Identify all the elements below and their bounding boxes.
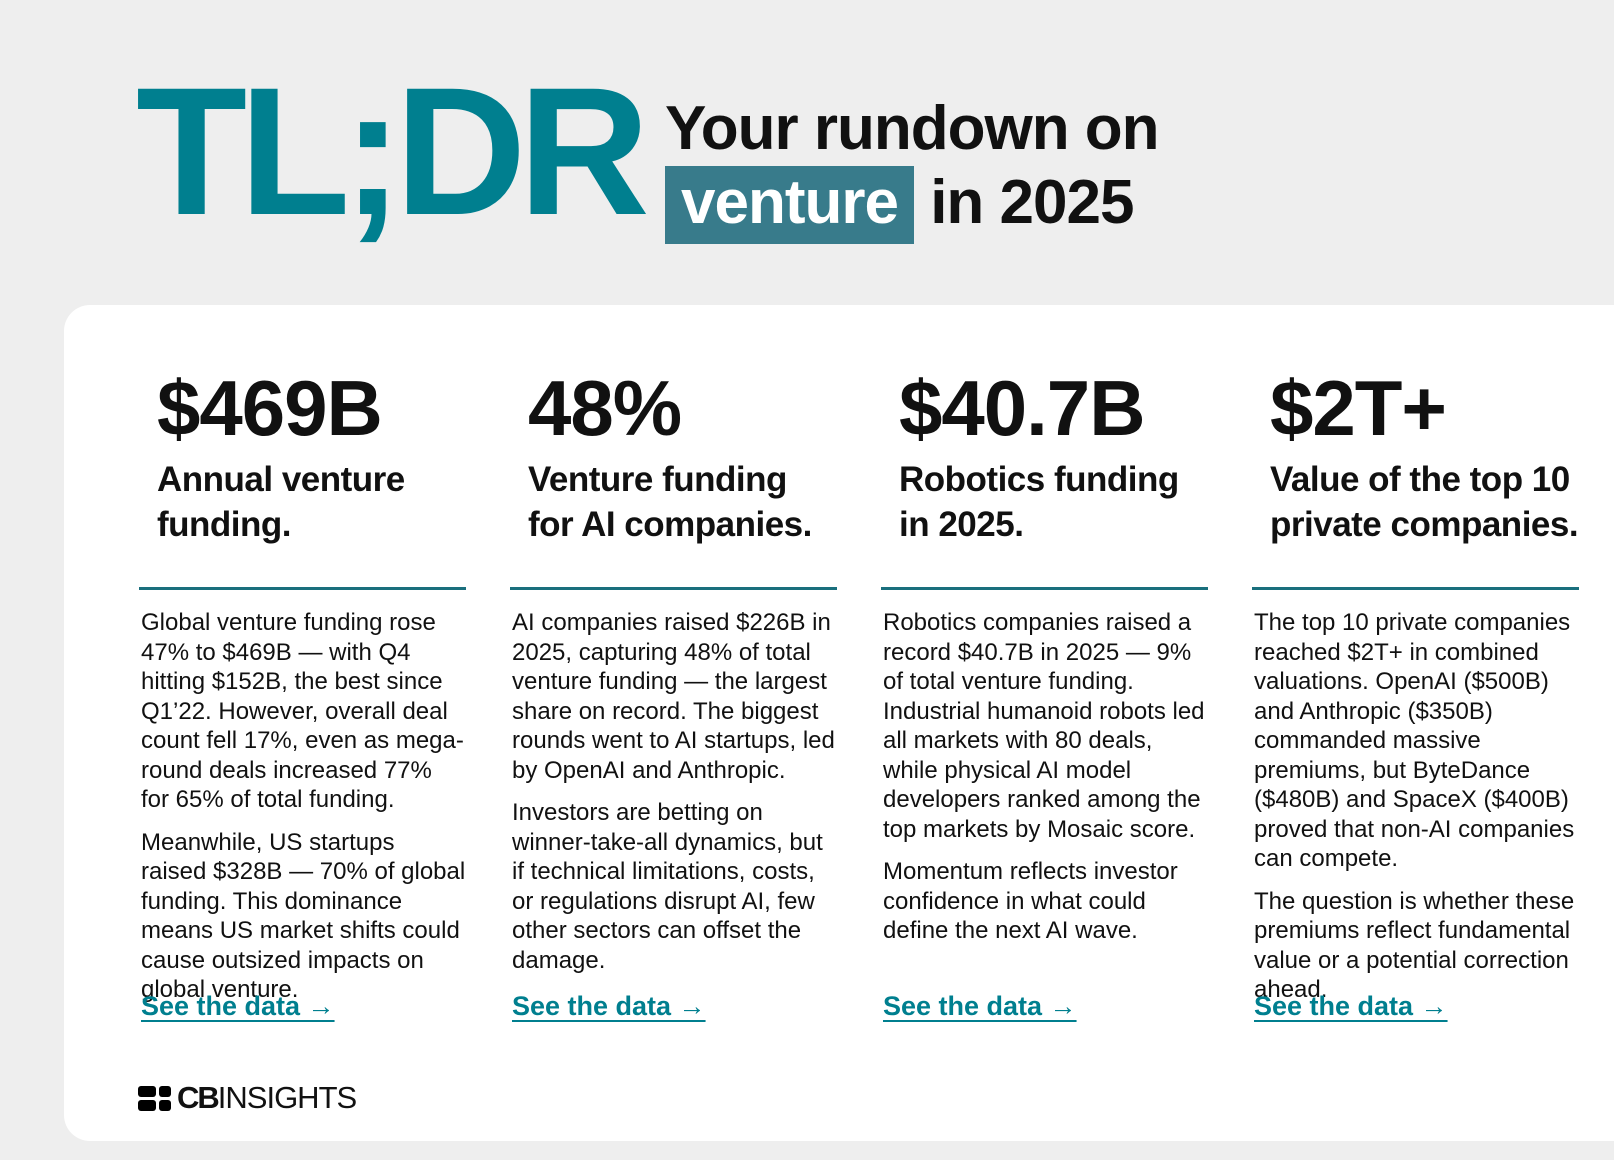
body-paragraph: Meanwhile, US startups raised $328B — 70…: [141, 828, 466, 1004]
headline-highlight: venture: [665, 166, 914, 244]
cb-insights-logo-icon: [138, 1085, 171, 1111]
stat-value: $40.7B: [899, 364, 1146, 452]
stat-column: $40.7B Robotics funding in 2025. Robotics…: [881, 365, 1208, 1085]
stat-body: AI companies raised $226B in 2025, captu…: [510, 608, 837, 975]
body-paragraph: Momentum reflects investor confidence in…: [883, 858, 1178, 944]
stat-subtitle: Venture funding for AI companies.: [510, 457, 837, 569]
body-paragraph: The top 10 private companies reached $2T…: [1254, 609, 1575, 872]
stat-body: Global venture funding rose 47% to $469B…: [139, 608, 466, 1005]
divider: [510, 587, 837, 590]
stat-subtitle-line: funding.: [157, 505, 292, 544]
stat-column: $469B Annual venture funding. Global vent…: [139, 365, 466, 1085]
summary-card: $469B Annual venture funding. Global vent…: [64, 305, 1614, 1141]
stat-subtitle: Robotics funding in 2025.: [881, 457, 1208, 569]
body-paragraph: Global venture funding rose 47% to $469B…: [141, 609, 464, 813]
see-the-data-link[interactable]: See the data →: [512, 991, 706, 1021]
stat-body: Robotics companies raised a record $40.7…: [881, 608, 1208, 946]
stat-subtitle-line: Value of the top 10: [1270, 460, 1570, 499]
stat-column: 48% Venture funding for AI companies. AI …: [510, 365, 837, 1085]
stat-value: $2T+: [1270, 364, 1447, 452]
see-the-data-link[interactable]: See the data →: [1254, 991, 1448, 1021]
stat-body: The top 10 private companies reached $2T…: [1252, 608, 1579, 1005]
stat-subtitle: Value of the top 10 private companies.: [1252, 457, 1579, 569]
stat-subtitle-line: for AI companies.: [528, 505, 812, 544]
body-paragraph: Robotics companies raised a record $40.7…: [883, 609, 1205, 843]
stat-column: $2T+ Value of the top 10 private companie…: [1252, 365, 1579, 1085]
stat-subtitle-line: private companies.: [1270, 505, 1579, 544]
divider: [1252, 587, 1579, 590]
body-paragraph: AI companies raised $226B in 2025, captu…: [512, 609, 835, 784]
headline: Your rundown on venture in 2025: [665, 92, 1160, 244]
see-the-data-link[interactable]: See the data →: [141, 991, 335, 1021]
stat-subtitle: Annual venture funding.: [139, 457, 466, 569]
body-paragraph: The question is whether these premiums r…: [1254, 887, 1575, 1004]
cb-insights-logo: CBINSIGHTS: [138, 1080, 357, 1116]
body-paragraph: Investors are betting on winner-take-all…: [512, 799, 823, 974]
stat-value: 48%: [528, 364, 682, 452]
stat-subtitle-line: Venture funding: [528, 460, 787, 499]
headline-line-1: Your rundown on: [665, 94, 1160, 163]
stat-subtitle-line: in 2025.: [899, 505, 1024, 544]
stat-subtitle-line: Robotics funding: [899, 460, 1179, 499]
headline-year: in 2025: [930, 168, 1134, 237]
stat-subtitle-line: Annual venture: [157, 460, 405, 499]
tldr-title: TL;DR: [136, 49, 650, 253]
stat-value: $469B: [157, 364, 383, 452]
headline-line-2: venture in 2025: [665, 166, 1159, 244]
divider: [139, 587, 466, 590]
see-the-data-link[interactable]: See the data →: [883, 991, 1077, 1021]
divider: [881, 587, 1208, 590]
